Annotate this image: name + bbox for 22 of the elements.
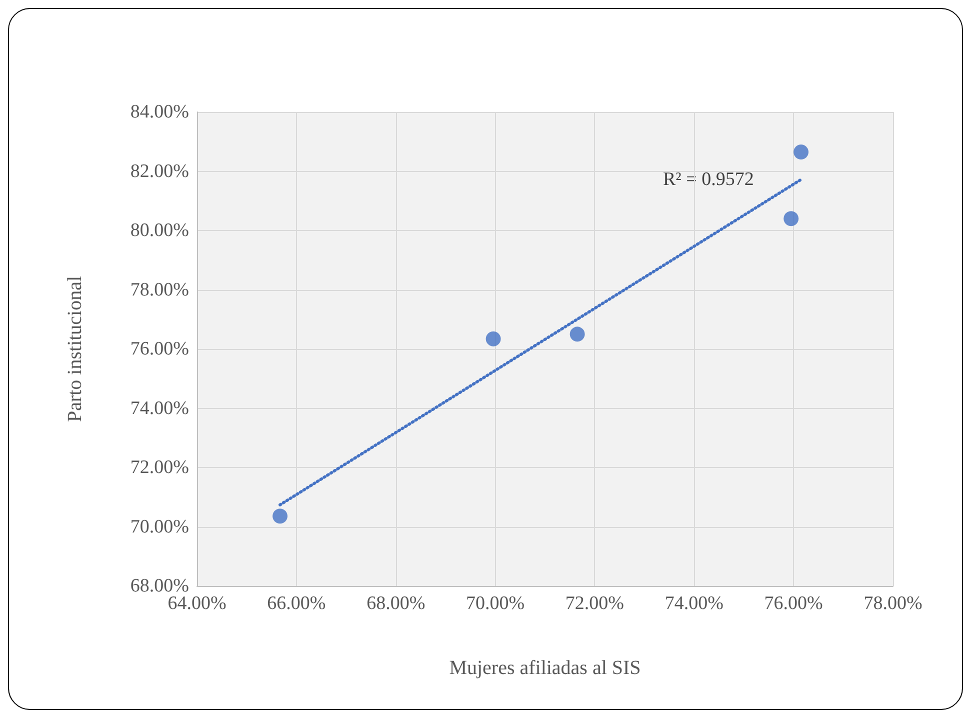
point <box>486 331 501 346</box>
point <box>784 211 799 226</box>
x-tick-label: 78.00% <box>864 593 922 614</box>
y-tick-label: 72.00% <box>130 457 190 478</box>
y-tick-label: 70.00% <box>130 516 190 538</box>
y-tick-label: 76.00% <box>130 338 190 360</box>
x-tick-label: 68.00% <box>366 593 426 614</box>
x-tick-label: 66.00% <box>267 593 326 614</box>
y-tick-label: 82.00% <box>130 160 190 182</box>
y-tick-label: 74.00% <box>130 398 190 419</box>
x-tick-label: 70.00% <box>466 593 525 614</box>
y-axis-title: Parto institucional <box>64 276 86 422</box>
x-tick-label: 74.00% <box>664 593 724 614</box>
point <box>272 508 288 524</box>
point <box>570 326 585 342</box>
y-tick-label: 80.00% <box>130 220 190 241</box>
x-axis-title: Mujeres afiliadas al SIS <box>449 657 641 679</box>
y-tick-label: 78.00% <box>130 279 190 300</box>
x-tick-label: 76.00% <box>764 593 824 614</box>
point <box>794 144 809 160</box>
y-tick-label: 84.00% <box>130 102 190 122</box>
x-tick-label: 72.00% <box>565 593 624 614</box>
